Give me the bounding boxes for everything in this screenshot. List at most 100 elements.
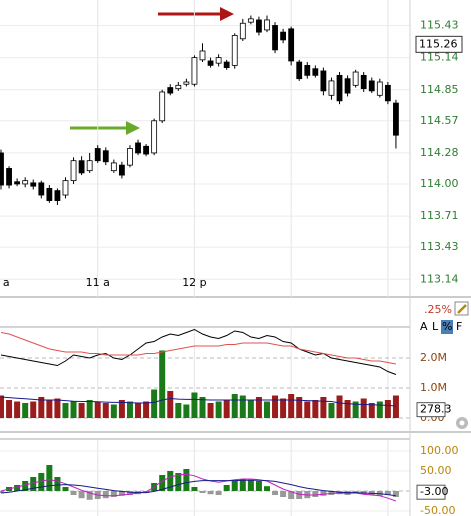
histogram-bar: [86, 491, 93, 500]
indicator-line: [0, 479, 396, 497]
settings-icon[interactable]: [456, 417, 468, 429]
candle-body: [344, 78, 351, 94]
candle-body: [135, 142, 141, 154]
candle-body: [231, 35, 238, 66]
toolbar-button[interactable]: L: [432, 320, 439, 333]
volume-bar: [94, 401, 101, 418]
histogram-bar: [199, 491, 206, 493]
edit-icon[interactable]: [454, 301, 469, 316]
histogram-bar: [239, 479, 246, 491]
volume-bar: [272, 395, 279, 418]
histogram-bar: [62, 487, 69, 491]
y-tick-label: 115.14: [420, 51, 459, 64]
candle-body: [191, 57, 198, 85]
histogram-bar: [272, 491, 279, 495]
volume-bar: [368, 403, 375, 418]
histogram-bar: [320, 491, 327, 496]
y-tick-label: 50.00: [420, 464, 452, 477]
candle-body: [14, 181, 21, 185]
volume-bar: [151, 389, 158, 418]
histogram-bar: [46, 465, 53, 491]
volume-bar: [14, 401, 21, 418]
toolbar-button[interactable]: A: [420, 320, 428, 333]
y-tick-label: 100.00: [420, 444, 459, 457]
volume-bar: [70, 401, 77, 418]
candle-body: [304, 64, 311, 76]
value-box-label: 278.3: [420, 403, 452, 416]
histogram-bar: [247, 479, 254, 491]
value-box: [416, 402, 446, 418]
histogram-bar: [0, 491, 4, 493]
y-tick-label: 114.85: [420, 83, 459, 96]
volume-bar: [86, 400, 93, 418]
volume-bar: [328, 403, 335, 418]
volume-bar: [223, 400, 230, 418]
change-percent: .25%: [424, 303, 452, 316]
volume-bar: [6, 400, 13, 418]
candle-body: [376, 81, 383, 96]
histogram-bar: [159, 475, 166, 491]
candle-body: [215, 57, 222, 64]
volume-bar: [384, 400, 391, 418]
histogram-bar: [167, 471, 174, 491]
histogram-bar: [255, 481, 262, 491]
indicator-line: [0, 396, 396, 407]
candle-body: [360, 74, 367, 90]
histogram-bar: [280, 491, 287, 497]
volume-bar: [143, 401, 150, 418]
candle-body: [328, 80, 335, 96]
histogram-bar: [352, 491, 359, 493]
volume-bar: [78, 403, 85, 418]
volume-bar: [110, 404, 117, 418]
volume-bar: [360, 398, 367, 418]
candle-body: [46, 187, 53, 201]
volume-bar: [38, 397, 45, 418]
candle-body: [368, 80, 375, 92]
volume-bar: [231, 394, 238, 418]
histogram-bar: [54, 477, 61, 491]
candle-body: [207, 60, 214, 66]
volume-bar: [54, 398, 61, 418]
last-price-label: 115.26: [419, 37, 458, 50]
last-price-box: [415, 35, 463, 53]
candle-body: [393, 102, 399, 136]
y-tick-label: 114.00: [420, 177, 459, 190]
x-tick-label: 9 a: [0, 276, 10, 289]
value-box-label: -3.00: [420, 485, 448, 498]
y-tick-label: 1.0M: [420, 381, 447, 394]
histogram-bar: [102, 491, 109, 499]
y-tick-label: 115.43: [420, 18, 459, 31]
volume-bar: [126, 401, 133, 418]
toolbar-button[interactable]: F: [456, 320, 462, 333]
volume-bar: [320, 397, 327, 418]
histogram-bar: [118, 491, 125, 496]
volume-bar: [239, 395, 246, 418]
histogram-bar: [384, 491, 391, 495]
candle-body: [312, 68, 319, 76]
volume-bar: [336, 395, 343, 418]
volume-bar: [392, 395, 399, 418]
candle-body: [175, 84, 182, 90]
histogram-bar: [288, 491, 295, 499]
volume-bar: [215, 401, 222, 418]
candle-body: [239, 22, 246, 40]
volume-bar: [199, 397, 206, 418]
histogram-bar: [78, 491, 85, 499]
y-tick-label: 114.57: [420, 114, 459, 127]
candle-body: [102, 150, 109, 163]
volume-bar: [344, 400, 351, 418]
y-tick-label: 113.14: [420, 272, 459, 285]
toolbar-button[interactable]: %: [442, 320, 452, 333]
histogram-bar: [70, 491, 77, 495]
histogram-bar: [223, 485, 230, 491]
candle-body: [336, 74, 343, 102]
y-tick-label: 113.43: [420, 240, 459, 253]
volume-bar: [22, 403, 29, 418]
candle-body: [119, 164, 125, 176]
volume-bar: [159, 350, 166, 418]
candle-body: [38, 182, 45, 196]
volume-bar: [0, 395, 4, 418]
volume-bar: [118, 400, 125, 418]
